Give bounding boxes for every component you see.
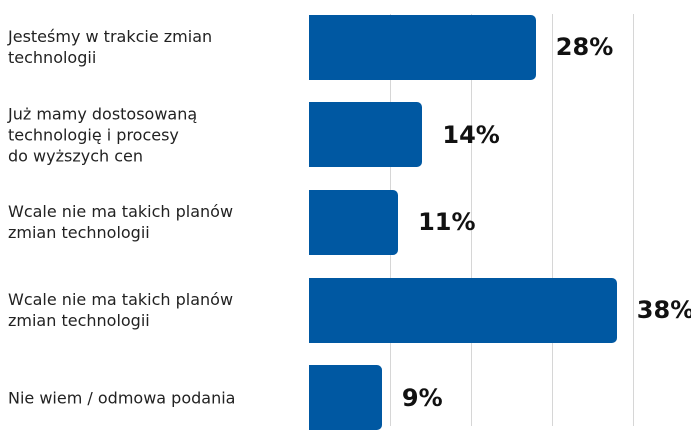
value-label: 9% <box>401 383 443 412</box>
value-label: 11% <box>418 208 476 237</box>
bar <box>309 102 423 168</box>
bar <box>309 189 399 255</box>
bar <box>309 365 382 430</box>
category-label: Wcale nie ma takich planów zmian technol… <box>8 202 234 243</box>
category-label: Nie wiem / odmowa podania <box>8 388 236 408</box>
category-label: Wcale nie ma takich planów zmian technol… <box>8 290 234 331</box>
category-label: Jesteśmy w trakcie zmian technologii <box>8 27 213 67</box>
bar <box>309 14 536 80</box>
grid-line <box>633 14 634 426</box>
bar <box>309 277 617 343</box>
value-label: 28% <box>555 33 614 61</box>
category-label: Już mamy dostosowaną technologię i proce… <box>8 104 198 166</box>
value-label: 14% <box>442 120 500 149</box>
grid-line <box>552 14 553 426</box>
grid-line <box>471 14 472 426</box>
value-label: 38% <box>636 296 691 325</box>
